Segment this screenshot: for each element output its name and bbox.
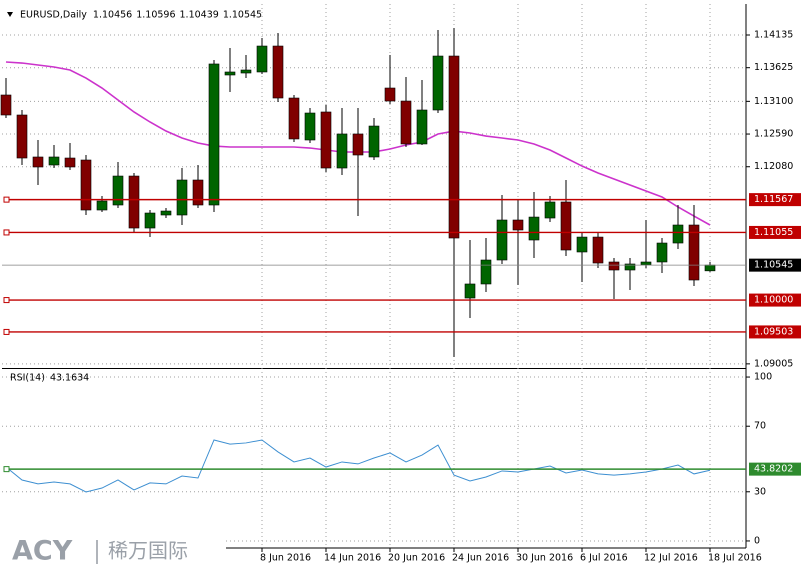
- x-tick-label: 12 Jul 2016: [644, 553, 698, 564]
- candle-body: [64, 157, 76, 168]
- candle-body: [176, 179, 188, 216]
- indicator-value: 43.1634: [50, 373, 89, 384]
- level-label-box: [749, 462, 801, 476]
- ohlc-value: 1.10545: [223, 10, 262, 21]
- y-tick-label: 1.09005: [754, 358, 793, 369]
- collapse-icon: [7, 12, 13, 17]
- candle-body: [272, 45, 284, 99]
- x-tick-label: 6 Jul 2016: [580, 553, 628, 564]
- candle-body: [320, 111, 332, 169]
- candle-body: [432, 55, 444, 111]
- x-tick-label: 20 Jun 2016: [388, 553, 445, 564]
- watermark-box: [0, 527, 226, 576]
- candle-body: [96, 200, 108, 211]
- level-label: 1.11055: [754, 227, 793, 238]
- candle-body: [112, 175, 124, 206]
- y-tick-label: 1.12080: [754, 161, 793, 172]
- level-label-box: [749, 293, 801, 307]
- ohlc-value: 1.10456: [93, 10, 132, 21]
- candle-body: [192, 179, 204, 206]
- candle-body: [224, 71, 236, 76]
- candle-body: [352, 133, 364, 156]
- candle-body: [80, 159, 92, 211]
- candle-body: [128, 175, 140, 229]
- ohlc-readout: 1.10456 1.10596 1.10439 1.10545: [93, 10, 262, 21]
- candle-body: [288, 97, 300, 140]
- level-anchor: [3, 466, 10, 473]
- candle-body: [640, 261, 652, 266]
- level-label-box: [749, 225, 801, 239]
- level-label: 1.11567: [754, 194, 793, 205]
- candle-body: [544, 201, 556, 219]
- candle-body: [144, 212, 156, 229]
- candle-body: [576, 236, 588, 253]
- candle-body: [400, 100, 412, 145]
- candle-body: [240, 69, 252, 74]
- candle-body: [608, 261, 620, 271]
- y-tick-label: 30: [754, 486, 766, 497]
- watermark-name: 稀万国际: [108, 539, 188, 563]
- candle-body: [672, 224, 684, 244]
- candle-body: [496, 219, 508, 261]
- x-tick-label: 30 Jun 2016: [516, 553, 573, 564]
- y-tick-label: 70: [754, 421, 766, 432]
- y-tick-label: 1.13625: [754, 62, 793, 73]
- x-tick-label: 14 Jun 2016: [324, 553, 381, 564]
- candle-body: [304, 112, 316, 141]
- candle-body: [48, 156, 60, 166]
- level-anchor: [3, 297, 10, 304]
- level-label-box: [749, 193, 801, 207]
- candle-body: [32, 156, 44, 168]
- candle-body: [688, 224, 700, 281]
- y-tick-label: 1.14135: [754, 30, 793, 41]
- candle-body: [208, 63, 220, 206]
- ohlc-value: 1.10596: [136, 10, 175, 21]
- candle-body: [384, 87, 396, 102]
- level-anchor: [3, 328, 10, 335]
- candle-body: [16, 114, 28, 159]
- y-tick-label: 0: [754, 535, 760, 546]
- current-price-box: [749, 258, 801, 272]
- candle-body: [464, 283, 476, 299]
- candle-body: [160, 210, 172, 216]
- candle-body: [624, 263, 636, 271]
- x-tick-label: 8 Jun 2016: [260, 553, 311, 564]
- candle-body: [336, 133, 348, 169]
- candle-body: [448, 55, 460, 239]
- level-label: 1.09503: [754, 326, 793, 337]
- candle-body: [528, 216, 540, 241]
- x-tick-label: 18 Jul 2016: [708, 553, 762, 564]
- level-label-box: [749, 325, 801, 339]
- ohlc-value: 1.10439: [180, 10, 219, 21]
- candle-body: [704, 264, 716, 272]
- candle-body: [656, 242, 668, 263]
- candle-body: [256, 45, 268, 73]
- watermark-brand: ACY: [12, 536, 73, 567]
- candle-body: [592, 236, 604, 264]
- candle-body: [512, 219, 524, 231]
- candle-body: [368, 125, 380, 158]
- level-anchor: [3, 196, 10, 203]
- y-tick-label: 1.12590: [754, 129, 793, 140]
- level-anchor: [3, 229, 10, 236]
- candle-body: [416, 109, 428, 145]
- candle-body: [0, 94, 12, 116]
- level-label: 1.10000: [754, 295, 793, 306]
- y-tick-label: 1.13100: [754, 96, 793, 107]
- chart-title: EURUSD,Daily: [20, 10, 87, 21]
- indicator-line: [5, 439, 711, 493]
- x-tick-label: 24 Jun 2016: [452, 553, 509, 564]
- plot-area: 1.14135 1.13625 1.13100 1.12590 1.12080 1.090…: [0, 4, 801, 564]
- y-tick-label: 100: [754, 372, 772, 383]
- current-price-label: 1.10545: [754, 260, 793, 271]
- candle-body: [560, 201, 572, 251]
- candle-body: [480, 259, 492, 285]
- indicator-title: RSI(14): [10, 373, 45, 384]
- level-label: 43.8202: [754, 464, 793, 475]
